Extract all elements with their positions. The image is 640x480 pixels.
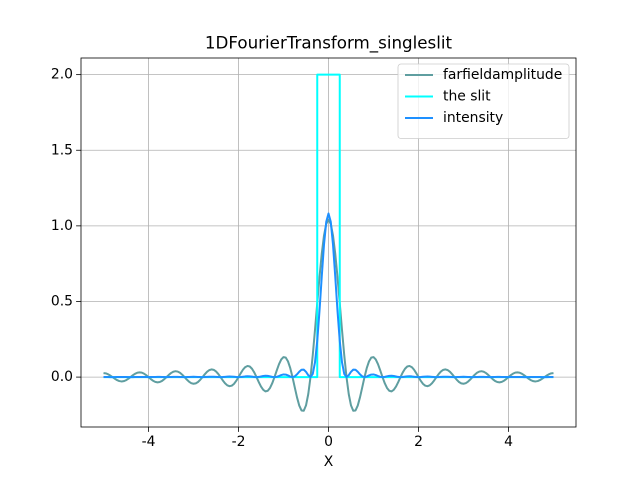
data-line bbox=[103, 73, 554, 379]
x-axis-label: X bbox=[324, 454, 334, 470]
y-tick-label: 0.5 bbox=[51, 293, 73, 309]
y-tick-label: 0.0 bbox=[51, 369, 73, 385]
x-tick-label: -2 bbox=[232, 434, 246, 450]
legend-label: intensity bbox=[443, 110, 503, 126]
x-tick-label: 2 bbox=[414, 434, 423, 450]
y-tick-label: 1.5 bbox=[51, 142, 73, 158]
data-line bbox=[103, 212, 554, 379]
y-tick-label: 2.0 bbox=[51, 67, 73, 83]
legend-label: the slit bbox=[443, 89, 491, 105]
y-tick-label: 1.0 bbox=[51, 218, 73, 234]
legend-box bbox=[397, 63, 570, 139]
data-line bbox=[103, 218, 554, 412]
x-tick-label: 4 bbox=[504, 434, 513, 450]
plot-frame bbox=[80, 57, 577, 428]
x-tick-label: 0 bbox=[324, 434, 333, 450]
x-tick-label: -4 bbox=[142, 434, 156, 450]
legend-label: farfieldamplitude bbox=[443, 67, 562, 83]
chart-title: 1DFourierTransform_singleslit bbox=[205, 33, 453, 54]
